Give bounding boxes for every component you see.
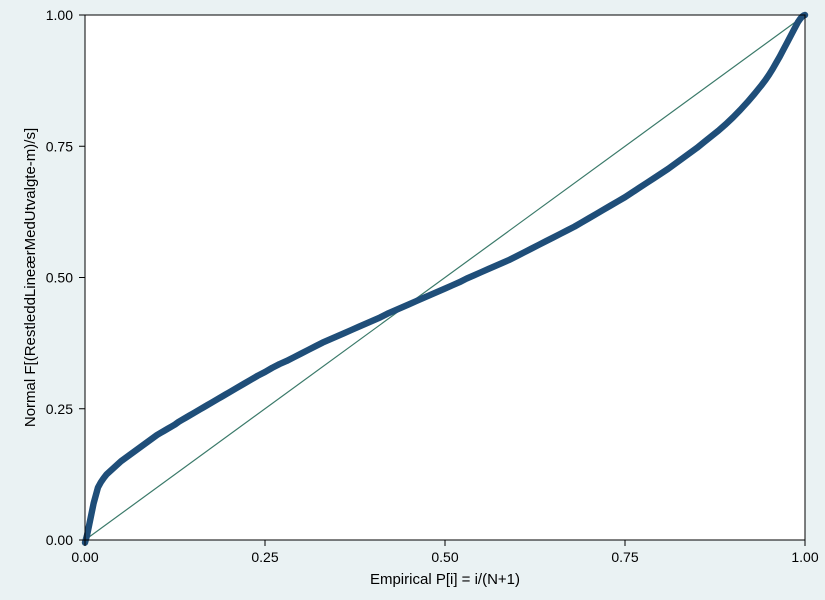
y-tick-label: 0.00: [46, 532, 73, 548]
y-tick-label: 0.25: [46, 401, 73, 417]
x-tick-label: 0.50: [431, 549, 458, 565]
y-tick-label: 0.50: [46, 270, 73, 286]
y-tick-label: 0.75: [46, 138, 73, 154]
x-tick-label: 0.25: [251, 549, 278, 565]
y-axis-label: Normal F[(RestleddLineærMedUtvalgte-m)/s…: [22, 128, 39, 427]
x-tick-label: 1.00: [791, 549, 818, 565]
pp-plot-svg: 0.00 0.25 0.50 0.75 1.00 0.00 0.25 0.50 0.75 1.00…: [0, 0, 825, 600]
x-tick-label: 0.75: [611, 549, 638, 565]
pp-plot-figure: 0.00 0.25 0.50 0.75 1.00 0.00 0.25 0.50 0.75 1.00…: [0, 0, 825, 600]
x-axis-label: Empirical P[i] = i/(N+1): [370, 571, 520, 588]
y-tick-label: 1.00: [46, 7, 73, 23]
x-tick-label: 0.00: [71, 549, 98, 565]
